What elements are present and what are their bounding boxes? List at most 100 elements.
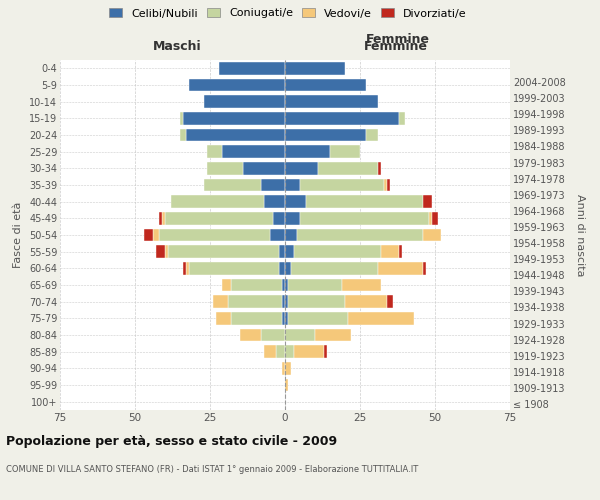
Bar — [159, 229, 270, 241]
Bar — [285, 229, 297, 241]
Bar — [285, 62, 345, 74]
Bar — [261, 329, 285, 341]
Bar — [294, 246, 381, 258]
Bar — [387, 179, 390, 192]
Bar — [282, 296, 285, 308]
Bar — [276, 346, 285, 358]
Bar — [282, 312, 285, 324]
Bar — [273, 212, 285, 224]
Bar — [399, 246, 402, 258]
Bar — [285, 79, 366, 92]
Bar — [285, 146, 330, 158]
Bar — [183, 262, 186, 274]
Bar — [318, 162, 378, 174]
Bar — [348, 312, 414, 324]
Bar — [297, 229, 423, 241]
Bar — [366, 129, 378, 141]
Bar — [240, 329, 261, 341]
Bar — [183, 112, 285, 124]
Bar — [279, 246, 285, 258]
Bar — [156, 246, 165, 258]
Bar — [285, 329, 315, 341]
Bar — [291, 262, 378, 274]
Bar — [330, 146, 360, 158]
Bar — [288, 296, 345, 308]
Bar — [207, 146, 222, 158]
Bar — [285, 212, 300, 224]
Bar — [429, 212, 432, 224]
Bar — [189, 79, 285, 92]
Bar — [294, 346, 324, 358]
Bar — [153, 229, 159, 241]
Bar — [213, 296, 228, 308]
Bar — [165, 212, 273, 224]
Bar — [222, 279, 231, 291]
Bar — [168, 246, 279, 258]
Bar — [423, 229, 441, 241]
Bar — [171, 196, 264, 208]
Text: Popolazione per età, sesso e stato civile - 2009: Popolazione per età, sesso e stato civil… — [6, 435, 337, 448]
Bar — [300, 179, 384, 192]
Text: COMUNE DI VILLA SANTO STEFANO (FR) - Dati ISTAT 1° gennaio 2009 - Elaborazione T: COMUNE DI VILLA SANTO STEFANO (FR) - Dat… — [6, 465, 418, 474]
Bar — [381, 246, 399, 258]
Bar — [423, 262, 426, 274]
Bar — [186, 262, 189, 274]
Bar — [285, 279, 288, 291]
Bar — [204, 179, 261, 192]
Bar — [285, 246, 294, 258]
Bar — [288, 279, 342, 291]
Bar — [285, 296, 288, 308]
Bar — [207, 162, 243, 174]
Bar — [261, 179, 285, 192]
Bar — [306, 196, 423, 208]
Bar — [285, 179, 300, 192]
Bar — [231, 312, 282, 324]
Bar — [222, 146, 285, 158]
Y-axis label: Anni di nascita: Anni di nascita — [575, 194, 585, 276]
Bar — [279, 262, 285, 274]
Bar — [285, 129, 366, 141]
Bar — [324, 346, 327, 358]
Bar — [345, 296, 387, 308]
Text: Femmine: Femmine — [364, 40, 428, 52]
Bar — [423, 196, 432, 208]
Bar — [387, 296, 393, 308]
Bar — [228, 296, 282, 308]
Bar — [285, 112, 399, 124]
Bar — [186, 129, 285, 141]
Bar — [231, 279, 282, 291]
Bar — [216, 312, 231, 324]
Bar — [204, 96, 285, 108]
Bar — [285, 312, 288, 324]
Bar — [285, 346, 294, 358]
Bar — [378, 262, 423, 274]
Bar — [219, 62, 285, 74]
Bar — [285, 196, 306, 208]
Legend: Celibi/Nubili, Coniugati/e, Vedovi/e, Divorziati/e: Celibi/Nubili, Coniugati/e, Vedovi/e, Di… — [109, 8, 467, 18]
Bar — [180, 129, 186, 141]
Bar — [144, 229, 153, 241]
Bar — [285, 162, 318, 174]
Bar — [285, 96, 378, 108]
Text: Femmine: Femmine — [365, 33, 430, 46]
Bar — [399, 112, 405, 124]
Text: Maschi: Maschi — [152, 40, 202, 52]
Bar — [243, 162, 285, 174]
Bar — [432, 212, 438, 224]
Bar — [285, 262, 291, 274]
Bar — [384, 179, 387, 192]
Bar — [270, 229, 285, 241]
Bar — [378, 162, 381, 174]
Bar — [282, 362, 285, 374]
Bar — [189, 262, 279, 274]
Bar — [264, 196, 285, 208]
Bar — [162, 212, 165, 224]
Bar — [180, 112, 183, 124]
Bar — [159, 212, 162, 224]
Bar — [264, 346, 276, 358]
Bar — [285, 362, 291, 374]
Bar — [282, 279, 285, 291]
Bar — [165, 246, 168, 258]
Bar — [285, 379, 288, 391]
Bar — [315, 329, 351, 341]
